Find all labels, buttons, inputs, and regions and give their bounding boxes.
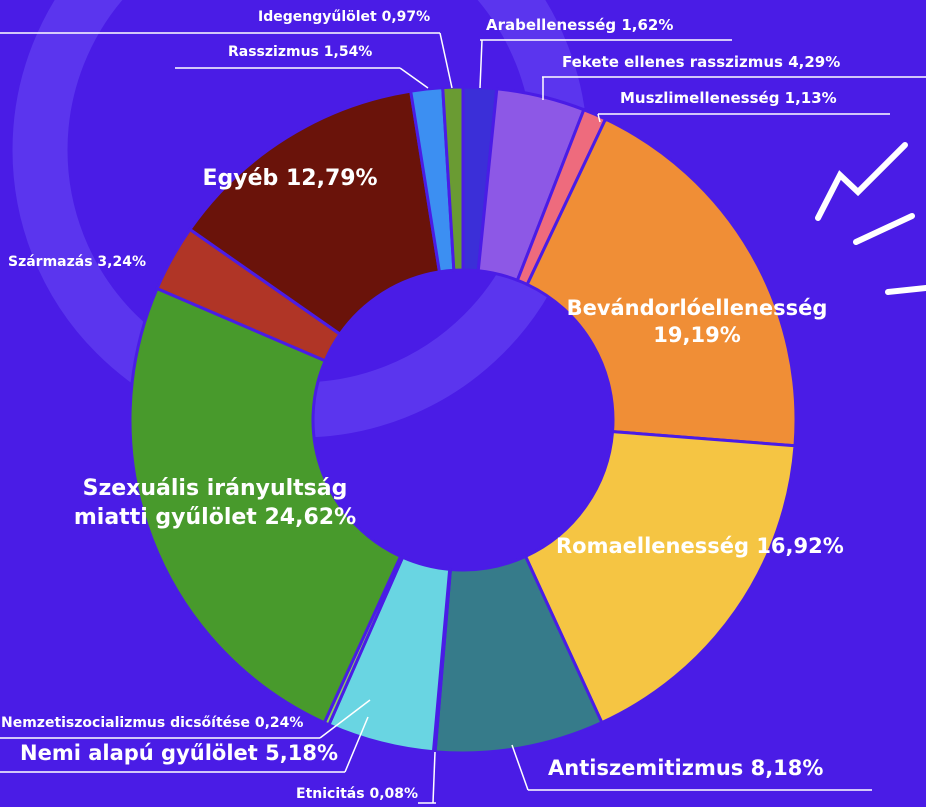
leader-line xyxy=(344,716,369,773)
value-label: 1,13% xyxy=(784,89,837,107)
leader-line xyxy=(479,39,483,89)
value-label: 19,19% xyxy=(653,323,741,348)
leader-line xyxy=(597,113,601,123)
value-label: 4,29% xyxy=(788,53,841,71)
segment-label: Bevándorlóellenesség 19,19% xyxy=(532,295,862,350)
segment-label: Idegengyűlölet 0,97% xyxy=(258,8,430,26)
donut-segment xyxy=(441,85,465,272)
segment-label: Arabellenesség 1,62% xyxy=(486,16,673,36)
category-label: Etnicitás xyxy=(296,786,365,802)
category-label: Egyéb xyxy=(202,166,279,191)
category-label: Rasszizmus xyxy=(228,44,319,60)
value-label: 16,92% xyxy=(756,534,844,558)
value-label: 0,24% xyxy=(254,715,304,731)
category-label: Nemi alapú gyűlölet xyxy=(20,741,258,765)
leader-line xyxy=(511,744,529,791)
leader-line xyxy=(399,67,429,89)
category-label: Fekete ellenes rasszizmus xyxy=(562,53,783,71)
decoration xyxy=(815,142,926,295)
segment-label: Antiszemitizmus 8,18% xyxy=(548,755,823,782)
category-label: Származás xyxy=(8,254,93,270)
segment-label: Nemi alapú gyűlölet 5,18% xyxy=(20,740,338,767)
category-label: Romaellenesség xyxy=(556,534,749,558)
donut-segment xyxy=(187,89,442,337)
value-label: 24,62% xyxy=(264,504,357,530)
segment-label: Romaellenesség 16,92% xyxy=(556,533,844,560)
value-label: 1,54% xyxy=(323,44,373,60)
category-label: Szexuális irányultság miatti gyűlölet xyxy=(73,476,348,530)
segment-label: Származás 3,24% xyxy=(8,253,146,271)
category-label: Idegengyűlölet xyxy=(258,9,377,25)
value-label: 8,18% xyxy=(750,756,824,780)
value-label: 1,62% xyxy=(621,16,674,34)
leader-line xyxy=(439,32,453,89)
leader-line xyxy=(319,699,371,739)
leader-line xyxy=(432,751,436,804)
segment-label: Muszlimellenesség 1,13% xyxy=(620,89,837,109)
donut-segment xyxy=(128,286,403,725)
value-label: 0,97% xyxy=(381,9,431,25)
segment-label: Nemzetiszocializmus dicsőítése 0,24% xyxy=(1,714,303,732)
segment-label: Szexuális irányultság miatti gyűlölet 24… xyxy=(45,475,385,532)
segment-label: Rasszizmus 1,54% xyxy=(228,43,372,61)
category-label: Muszlimellenesség xyxy=(620,89,780,107)
value-label: 0,08% xyxy=(369,786,419,802)
category-label: Bevándorlóellenesség xyxy=(566,296,828,320)
value-label: 3,24% xyxy=(97,254,146,270)
segment-label: Egyéb 12,79% xyxy=(203,165,378,194)
segment-label: Etnicitás 0,08% xyxy=(296,785,418,803)
value-label: 5,18% xyxy=(265,741,338,765)
category-label: Arabellenesség xyxy=(486,16,617,34)
value-label: 12,79% xyxy=(285,166,378,191)
category-label: Antiszemitizmus xyxy=(548,756,744,780)
donut-segment xyxy=(525,117,798,448)
donut-segment xyxy=(523,429,797,725)
category-label: Nemzetiszocializmus dicsőítése xyxy=(1,715,250,731)
segment-label: Fekete ellenes rasszizmus 4,29% xyxy=(562,53,840,73)
